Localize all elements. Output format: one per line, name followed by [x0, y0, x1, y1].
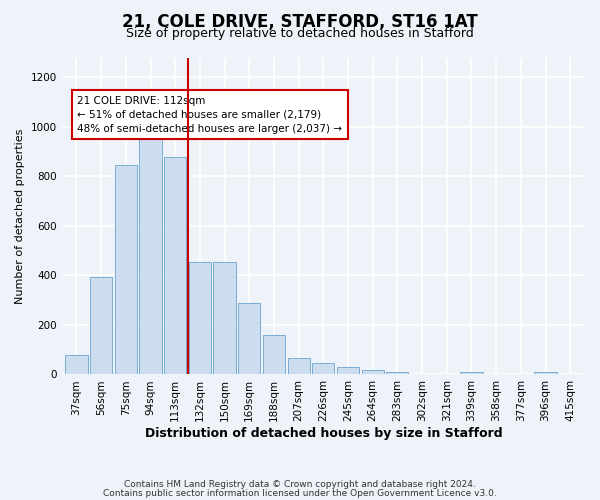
- Bar: [263, 335, 285, 374]
- Bar: [287, 358, 310, 374]
- Bar: [337, 367, 359, 374]
- Bar: [189, 262, 211, 374]
- Bar: [312, 363, 334, 374]
- Text: 21, COLE DRIVE, STAFFORD, ST16 1AT: 21, COLE DRIVE, STAFFORD, ST16 1AT: [122, 12, 478, 30]
- Text: Contains public sector information licensed under the Open Government Licence v3: Contains public sector information licen…: [103, 489, 497, 498]
- Bar: [115, 165, 137, 374]
- Text: Size of property relative to detached houses in Stafford: Size of property relative to detached ho…: [126, 28, 474, 40]
- Bar: [460, 372, 482, 374]
- Bar: [238, 302, 260, 374]
- Bar: [386, 372, 409, 374]
- Bar: [164, 156, 187, 374]
- X-axis label: Distribution of detached houses by size in Stafford: Distribution of detached houses by size …: [145, 427, 502, 440]
- Bar: [214, 262, 236, 374]
- Bar: [139, 136, 161, 374]
- Bar: [362, 370, 384, 374]
- Text: Contains HM Land Registry data © Crown copyright and database right 2024.: Contains HM Land Registry data © Crown c…: [124, 480, 476, 489]
- Bar: [65, 354, 88, 374]
- Bar: [90, 276, 112, 374]
- Y-axis label: Number of detached properties: Number of detached properties: [15, 128, 25, 304]
- Bar: [535, 372, 557, 374]
- Text: 21 COLE DRIVE: 112sqm
← 51% of detached houses are smaller (2,179)
48% of semi-d: 21 COLE DRIVE: 112sqm ← 51% of detached …: [77, 96, 343, 134]
